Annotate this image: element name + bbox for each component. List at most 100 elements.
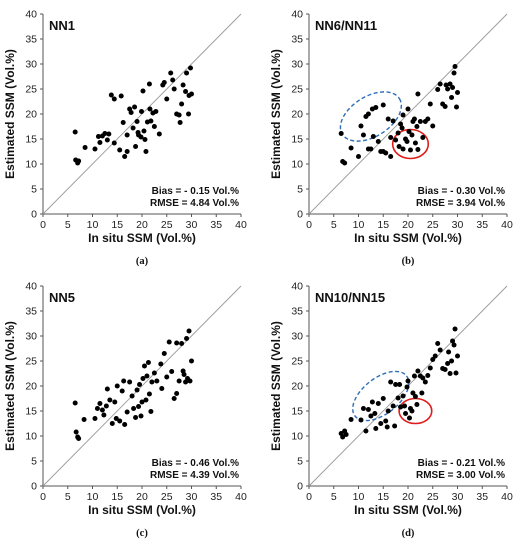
panel-1-data-point [95,134,101,139]
panel-4-data-point [400,393,406,399]
panel-3-y-tick-label: 0 [31,481,37,493]
panel-2-data-point [400,146,406,152]
panel-4-data-point [405,378,411,384]
panel-1-data-point [132,104,138,110]
panel-1-data-point [138,134,144,140]
panel-4-data-point [422,379,428,385]
panel-1-x-tick-label: 10 [87,219,99,231]
panel-2-data-point [360,132,366,138]
panel-2-data-point [398,121,404,127]
panel-3-data-point [119,388,125,394]
panel-2-y-axis-label: Estimated SSM (Vol.%) [269,49,283,179]
panel-3-data-point [184,336,190,341]
panel-4-y-tick-label: 15 [291,406,303,418]
panel-3-data-point [144,373,150,379]
panel-3-data-point [174,340,180,346]
panel-2-data-point [455,90,460,95]
panel-4-data-point [453,370,459,376]
panel-4-y-tick-label: 30 [291,331,303,343]
panel-4-data-point [343,432,349,437]
panel-4-data-point [404,384,410,390]
panel-4-data-point [432,353,438,359]
panel-1-data-point [146,81,152,87]
panel-3-x-tick-label: 35 [210,491,222,503]
panel-4-x-tick-label: 40 [501,491,513,503]
panel-4-y-tick-label: 35 [291,306,303,318]
panel-1-x-tick-label: 35 [210,219,222,231]
panel-2-y-tick-label: 25 [291,84,303,96]
panel-1-data-point [186,111,192,117]
panel-3-data-point [81,417,87,422]
panel-1-x-tick-label: 25 [161,219,173,231]
panel-2-data-point [452,64,458,69]
panel-4-data-point [409,408,415,414]
panel-1-y-tick-label: 5 [31,184,37,196]
panel-1-x-tick-label: 30 [186,219,198,231]
panel-3-y-tick-label: 10 [25,431,37,443]
panel-2-data-point [388,154,394,159]
panel-3-data-point [76,436,82,441]
panel-1-x-tick-label: 5 [65,219,71,231]
panel-1-data-point [183,89,189,94]
panel-3-data-point [179,341,185,346]
panel-3-data-point [113,416,119,421]
panel-4-bias-annotation: Bias = - 0.21 Vol.% [418,458,505,469]
panel-1-x-tick-label: 0 [40,219,46,231]
panel-2-y-tick-label: 10 [291,159,303,171]
panel-2-y-tick-label: 0 [297,209,303,221]
panel-3-data-point [174,391,180,396]
panel-2-data-point [385,116,391,122]
panel-1-data-point [120,120,126,125]
panel-1-data-point [168,70,174,76]
panel-4-data-point [451,342,457,348]
panel-nn5: 0 5 10 15 20 25 30 35 40 0 5 10 15 20 25 30 35 40 In situ … [3,281,247,540]
panel-1-y-tick-label: 20 [25,109,37,121]
panel-2-x-tick-label: 40 [501,219,513,231]
panel-3-data-point [112,399,118,405]
panel-2-data-point [407,147,413,153]
panel-4-data-point [419,390,425,396]
panel-1-data-point [122,154,128,159]
panel-3-data-point [138,413,144,419]
panel-3-data-point [154,378,160,384]
panel-2-x-tick-label: 35 [476,219,488,231]
panel-3-data-point [149,379,155,385]
panel-4-x-tick-label: 15 [377,491,389,503]
panel-1-data-point [139,109,145,114]
panel-4-data-point [372,411,378,416]
panel-1-data-point [130,125,136,131]
panel-2-data-point [399,125,405,131]
panel-2-rmse-annotation: RMSE = 3.94 Vol.% [416,198,505,209]
panel-1-data-point [176,112,182,118]
panel-3-y-tick-label: 15 [25,406,37,418]
panel-4-data-point [358,417,364,423]
panel-4-data-point [414,402,420,407]
panel-1-title: NN1 [49,18,75,33]
panel-2-data-point [380,102,386,108]
panel-3-y-tick-label: 20 [25,381,37,393]
panel-2-data-point [427,101,433,107]
panel-4-data-point [442,367,448,372]
panel-2-one-to-one-line [308,13,508,215]
panel-4-x-tick-label: 0 [306,491,312,503]
panel-1-data-point [128,110,134,115]
panel-4-data-point [406,415,412,421]
panel-3-data-point [186,328,192,334]
panel-3-data-point [134,387,140,393]
panel-2-data-point [425,116,431,122]
panel-1-x-tick-label: 40 [235,219,247,231]
panel-2-data-point [414,124,420,129]
panel-3-data-point [109,421,115,426]
panel-2-data-point [450,85,456,90]
panel-4-title: NN10/NN15 [315,290,385,305]
panel-1-data-point [134,119,140,124]
panel-2-y-tick-label: 15 [291,134,303,146]
panel-nn1: 0 5 10 15 20 25 30 35 40 0 5 10 15 20 25 30 35 40 In situ … [3,9,247,268]
panel-4-rmse-annotation: RMSE = 3.00 Vol.% [416,470,505,481]
panel-2-data-point [451,70,457,76]
panel-3-data-point [131,406,137,411]
panel-2-data-point [449,95,455,100]
panel-1-data-point [177,120,183,125]
panel-1-data-point [161,80,167,85]
